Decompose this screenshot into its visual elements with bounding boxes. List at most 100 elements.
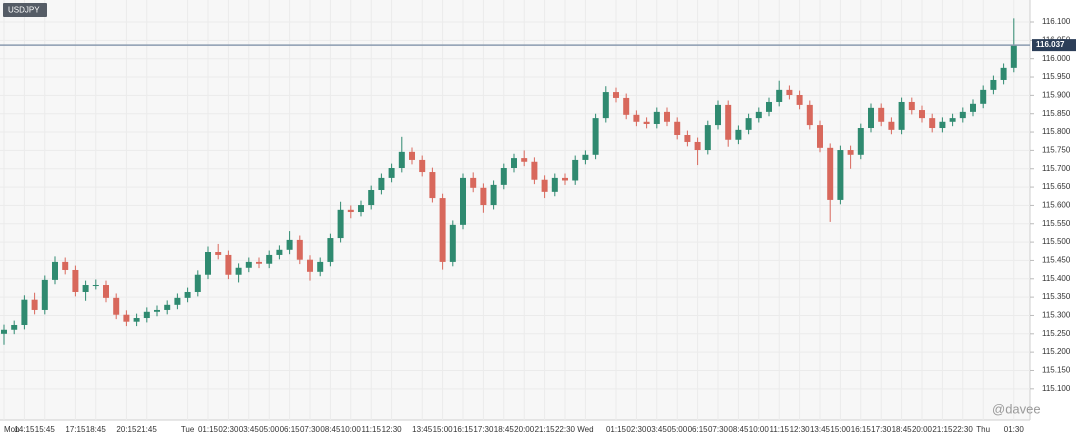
candle-body [82,285,89,292]
candle-body [235,267,242,275]
x-tick-label: 01:30 [1004,425,1025,434]
candle-body [256,261,262,264]
x-tick-label: 18:45 [494,425,515,434]
x-tick-label: 10:00 [341,425,362,434]
y-tick-label: 115.550 [1042,219,1071,228]
x-tick-label: 18:45 [892,425,913,434]
candle-body [439,198,446,262]
grid [0,0,1030,420]
candle-body [715,104,721,126]
y-tick-label: 115.200 [1042,347,1071,356]
x-tick-label: 11:15 [769,425,789,434]
y-tick-label: 115.850 [1042,109,1071,118]
candle-body [11,324,18,330]
candle-body [541,179,548,192]
candle-body [449,224,456,262]
candle-body [806,104,813,126]
x-tick-label: 07:30 [708,425,729,434]
candle-body [388,168,395,178]
candle-body [62,261,69,270]
x-tick-label: Thu [976,425,990,434]
candle-body [868,107,874,129]
candle-body [531,161,538,180]
candle-body [419,159,426,173]
y-tick-label: 115.400 [1042,274,1071,283]
candle-body [735,129,742,140]
y-tick-label: 115.350 [1042,292,1071,301]
x-tick-label: 14:15 [14,425,35,434]
x-tick-label: 16:15 [851,425,872,434]
candle-body [796,95,803,105]
candle-body [959,111,966,119]
candle-body [154,309,160,312]
y-tick-label: 115.750 [1042,146,1071,155]
x-tick-label: 13:45 [412,425,433,434]
candle-body [92,285,99,287]
candle-body [929,118,936,129]
candle-body [184,291,191,298]
candle-body [857,128,864,155]
x-tick-label: 17:30 [871,425,892,434]
candle-body [643,121,650,124]
x-tick-label: 01:15 [606,425,627,434]
candle-body [52,261,58,280]
candle-body [684,134,691,142]
x-tick-label: 03:45 [239,425,260,434]
candle-body [704,125,711,151]
y-tick-label: 116.100 [1042,17,1071,26]
candle-body [378,177,385,191]
x-tick-label: 12:30 [382,425,403,434]
candle-body [398,151,405,168]
candle-body [888,121,895,130]
candle-body [847,150,854,155]
candle-body [511,158,517,168]
x-tick-label: 06:15 [688,425,709,434]
candle-body [347,209,354,213]
candle-body [613,92,619,98]
x-tick-label: 13:45 [810,425,831,434]
candle-body [103,285,109,298]
candle-body [755,111,762,119]
x-tick-label: Tue [181,425,195,434]
candle-body [745,118,752,130]
symbol-label: USDJPY [8,6,40,15]
x-tick-label: Wed [577,425,593,434]
x-tick-label: 05:00 [259,425,280,434]
candle-body [225,254,232,275]
candle-body [776,89,783,102]
candle-body [72,269,79,292]
plot-area [0,0,1030,420]
candle-body [919,110,925,119]
candle-body [898,101,905,130]
current-price-label: 116.037 [1036,40,1065,49]
candle-body [470,177,477,188]
x-tick-label: 15:00 [830,425,851,434]
candle-body [827,147,834,200]
candle-body [521,158,528,162]
candle-body [990,79,997,90]
candle-body [653,111,660,124]
candle-body [113,297,120,315]
candle-body [194,274,201,292]
x-tick-label: Mon [4,425,20,434]
y-tick-label: 115.800 [1042,127,1071,136]
candle-body [31,299,38,310]
y-tick-label: 116.000 [1042,54,1071,63]
candle-body [41,279,48,310]
x-tick-label: 07:30 [300,425,321,434]
candle-body [143,311,150,319]
x-tick-label: 06:15 [280,425,301,434]
x-tick-label: 08:45 [728,425,749,434]
x-tick-label: 11:15 [361,425,381,434]
x-tick-label: 12:30 [790,425,811,434]
x-tick-label: 02:30 [626,425,647,434]
candle-body [368,190,375,206]
x-tick-label: 01:15 [198,425,219,434]
current-price-badge [1032,39,1076,52]
candle-body [766,101,772,112]
candle-body [21,299,28,325]
x-tick-label: 03:45 [647,425,668,434]
x-tick-label: 15:00 [433,425,454,434]
candle-body [245,261,252,268]
